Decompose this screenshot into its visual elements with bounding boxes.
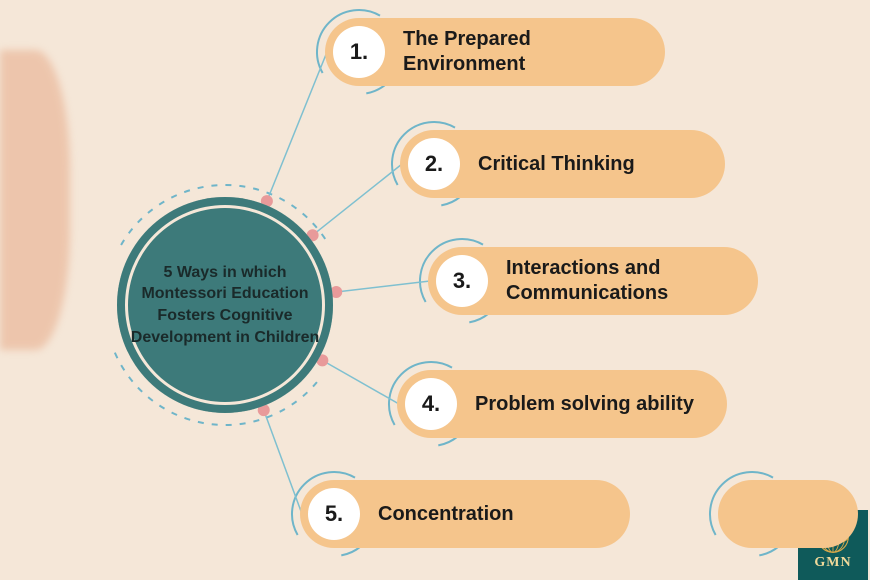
item-pill-2: 2. Critical Thinking [400,130,725,198]
item-pill-extra [718,480,858,548]
item-pill-3: 3. Interactions and Communications [428,247,758,315]
item-number-3: 3. [436,255,488,307]
logo-text: GMN [814,555,851,571]
item-number-5: 5. [308,488,360,540]
central-hub-text: 5 Ways in which Montessori Education Fos… [117,252,333,358]
infographic-canvas: 5 Ways in which Montessori Education Fos… [0,0,870,580]
item-label-2: Critical Thinking [478,152,655,177]
item-label-4: Problem solving ability [475,392,714,417]
central-hub: 5 Ways in which Montessori Education Fos… [117,197,333,413]
item-number-1: 1. [333,26,385,78]
item-pill-4: 4. Problem solving ability [397,370,727,438]
item-pill-5: 5. Concentration [300,480,630,548]
watercolor-accent [0,50,70,350]
item-label-1: The Prepared Environment [403,27,665,77]
item-label-3: Interactions and Communications [506,256,758,306]
item-label-5: Concentration [378,502,534,527]
item-number-4: 4. [405,378,457,430]
item-pill-1: 1. The Prepared Environment [325,18,665,86]
item-number-2: 2. [408,138,460,190]
